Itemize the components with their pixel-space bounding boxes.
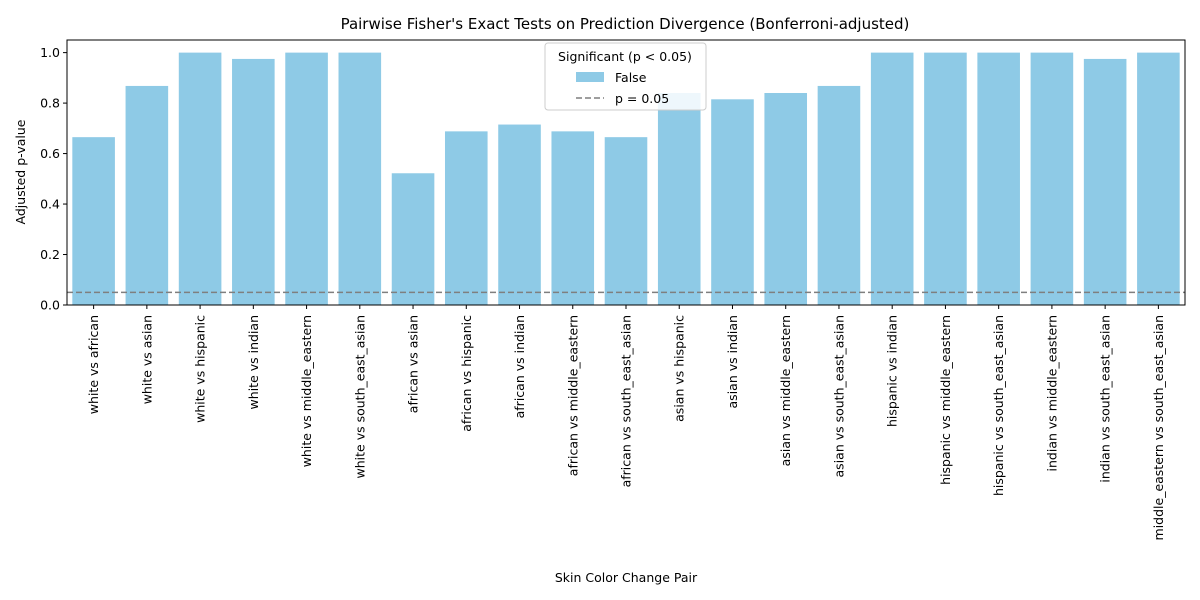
bar xyxy=(764,93,808,305)
x-tick-label: african vs asian xyxy=(406,315,421,413)
bar xyxy=(711,99,754,305)
plot-frame xyxy=(66,39,1186,306)
bars xyxy=(72,52,1180,305)
x-tick-label: white vs middle_eastern xyxy=(299,315,314,467)
x-tick-label: white vs hispanic xyxy=(193,315,208,423)
legend-box xyxy=(544,42,707,111)
x-tick-label: asian vs indian xyxy=(725,315,740,408)
bar xyxy=(977,52,1020,305)
legend-label-false: False xyxy=(615,70,647,85)
y-tick-label: 0.0 xyxy=(40,298,60,313)
legend-title: Significant (p < 0.05) xyxy=(558,49,692,64)
x-axis-label: Skin Color Change Pair xyxy=(555,570,698,585)
x-tick-label: african vs south_east_asian xyxy=(619,315,634,487)
legend-swatch-false xyxy=(576,72,604,82)
x-tick-label: african vs indian xyxy=(512,315,527,418)
x-tick-label: asian vs hispanic xyxy=(672,315,687,422)
chart-title: Pairwise Fisher's Exact Tests on Predict… xyxy=(341,15,910,33)
y-axis: 0.0 0.2 0.4 0.6 0.8 1.0 xyxy=(40,45,67,313)
bar xyxy=(178,52,222,305)
x-axis: white vs african white vs asian white vs h… xyxy=(86,305,1166,540)
y-axis-label: Adjusted p-value xyxy=(13,119,28,224)
bar xyxy=(1137,52,1180,305)
x-tick-label: african vs middle_eastern xyxy=(565,315,580,476)
bar xyxy=(817,85,861,305)
x-tick-label: hispanic vs indian xyxy=(885,315,900,427)
legend-label-reference: p = 0.05 xyxy=(615,91,669,106)
y-tick-label: 0.2 xyxy=(40,247,60,262)
bar xyxy=(232,58,275,305)
bar xyxy=(391,173,435,305)
bar xyxy=(870,52,914,305)
bar xyxy=(72,137,115,305)
bar xyxy=(657,93,701,305)
x-tick-label: middle_eastern vs south_east_asian xyxy=(1151,315,1166,540)
bar xyxy=(125,85,169,305)
bar xyxy=(924,52,967,305)
x-tick-label: asian vs middle_eastern xyxy=(778,315,793,466)
x-tick-label: white vs south_east_asian xyxy=(352,315,367,478)
x-tick-label: indian vs south_east_asian xyxy=(1098,315,1113,483)
bar xyxy=(1083,58,1127,305)
bar xyxy=(498,124,541,305)
x-tick-label: asian vs south_east_asian xyxy=(831,315,846,477)
bar xyxy=(338,52,382,305)
x-tick-label: hispanic vs middle_eastern xyxy=(938,315,953,485)
x-tick-label: hispanic vs south_east_asian xyxy=(991,315,1006,496)
bar xyxy=(1030,52,1074,305)
x-tick-label: white vs asian xyxy=(139,315,154,404)
bar xyxy=(604,137,648,305)
x-tick-label: indian vs middle_eastern xyxy=(1044,315,1059,471)
y-tick-label: 0.4 xyxy=(40,197,60,212)
x-tick-label: white vs african xyxy=(86,315,101,414)
legend: Significant (p < 0.05) False p = 0.05 xyxy=(544,42,707,111)
bar xyxy=(551,131,595,305)
y-tick-label: 0.8 xyxy=(40,96,60,111)
bar xyxy=(285,52,328,305)
y-tick-label: 1.0 xyxy=(40,45,60,60)
bar xyxy=(444,131,488,305)
x-tick-label: white vs indian xyxy=(246,315,261,409)
x-tick-label: african vs hispanic xyxy=(459,315,474,432)
y-tick-label: 0.6 xyxy=(40,146,60,161)
